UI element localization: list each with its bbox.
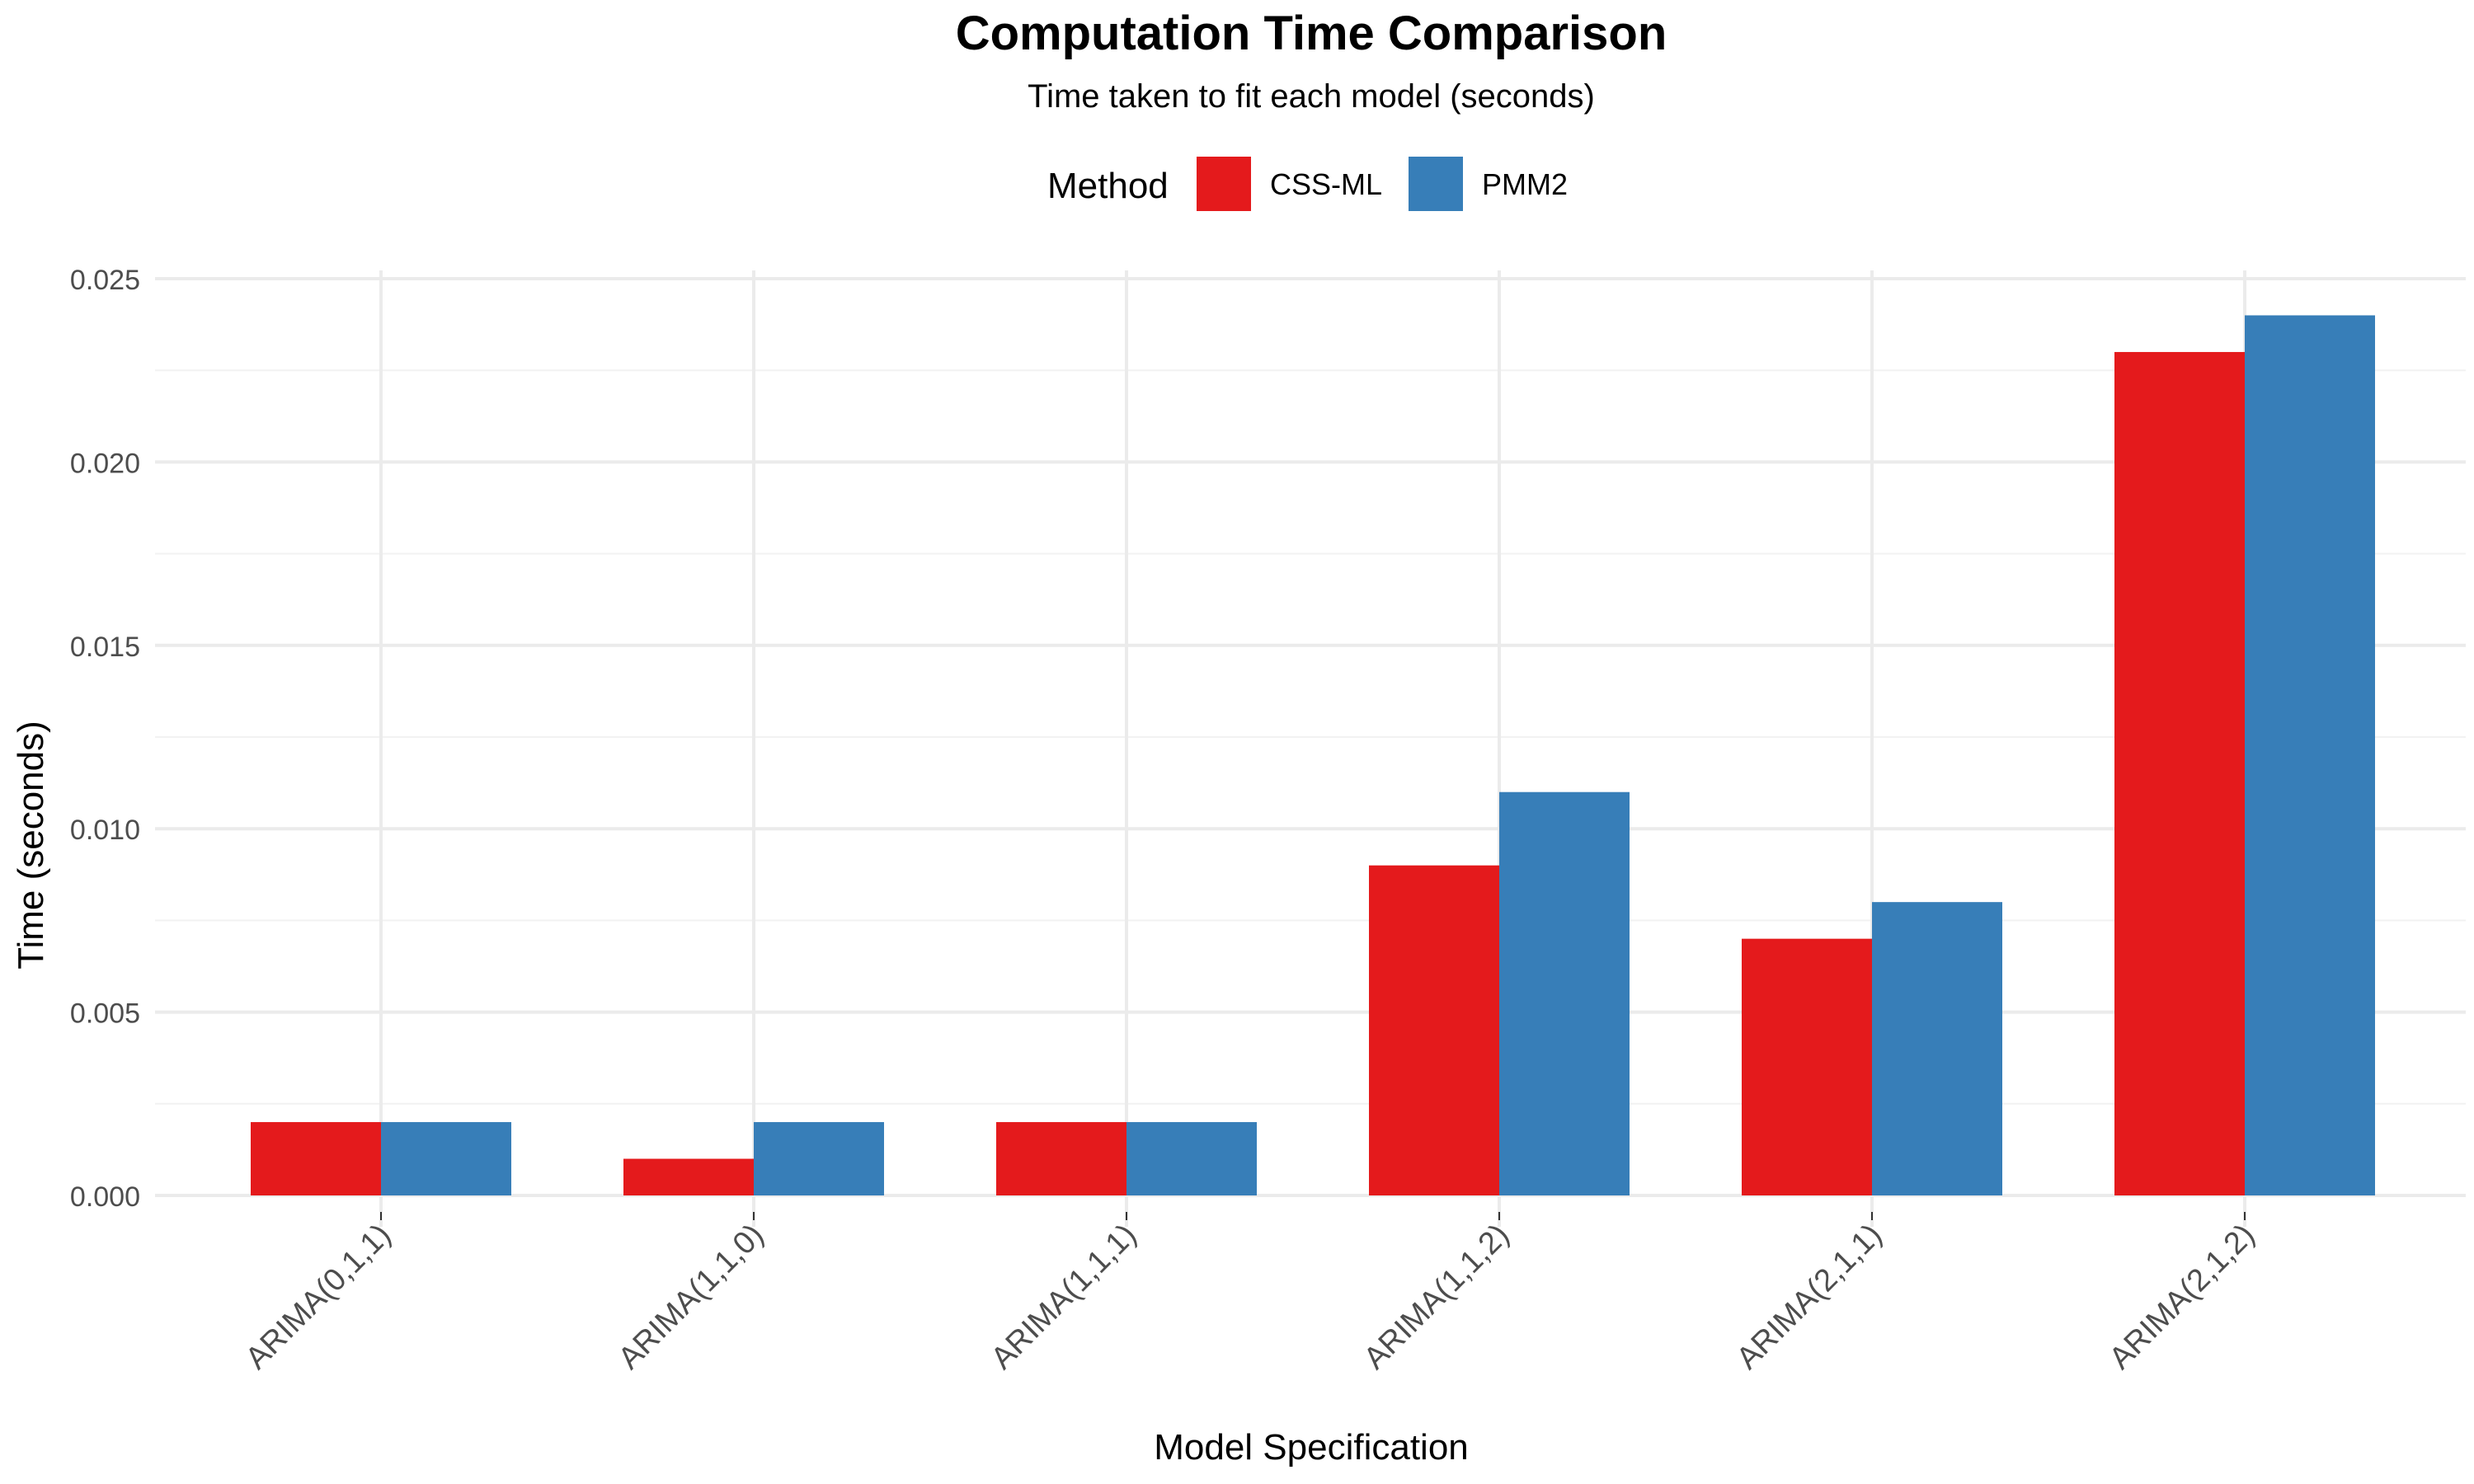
x-tick-label: ARIMA(2,1,1) [1730, 1218, 1888, 1376]
y-axis-title: Time (seconds) [11, 721, 51, 970]
y-tick-label: 0.020 [70, 448, 140, 479]
y-tick-label: 0.005 [70, 998, 140, 1030]
x-axis-title: Model Specification [1154, 1427, 1469, 1468]
x-tick-label: ARIMA(2,1,2) [2103, 1218, 2261, 1376]
y-axis-ticks: 0.000 0.005 0.010 0.015 0.020 0.025 [70, 265, 140, 1213]
legend-swatch-css-ml [1197, 157, 1251, 211]
chart-title: Computation Time Comparison [956, 7, 1667, 60]
y-tick-label: 0.000 [70, 1181, 140, 1213]
x-tick-label: ARIMA(1,1,1) [985, 1218, 1143, 1376]
y-tick-label: 0.025 [70, 265, 140, 296]
bar-css-ml-3 [996, 1122, 1126, 1195]
bar-pmm2-6 [2245, 315, 2375, 1196]
legend: Method CSS-ML PMM2 [1047, 157, 1568, 211]
bars [251, 315, 2375, 1196]
x-tick-label: ARIMA(1,1,2) [1357, 1218, 1516, 1376]
legend-title: Method [1047, 166, 1169, 206]
y-tick-label: 0.010 [70, 815, 140, 846]
legend-label-css-ml: CSS-ML [1270, 167, 1382, 201]
x-axis-ticks: ARIMA(0,1,1) ARIMA(1,1,0) ARIMA(1,1,1) ARIM… [239, 1212, 2261, 1376]
y-tick-label: 0.015 [70, 632, 140, 663]
legend-label-pmm2: PMM2 [1482, 167, 1568, 201]
bar-css-ml-1 [251, 1122, 381, 1195]
bar-pmm2-4 [1499, 791, 1630, 1195]
bar-pmm2-1 [381, 1122, 511, 1195]
x-tick-label: ARIMA(1,1,0) [612, 1218, 770, 1376]
bar-css-ml-5 [1742, 938, 1872, 1195]
bar-pmm2-3 [1126, 1122, 1257, 1195]
bar-css-ml-4 [1369, 865, 1499, 1195]
legend-swatch-pmm2 [1409, 157, 1463, 211]
bar-pmm2-2 [754, 1122, 884, 1195]
bar-css-ml-2 [623, 1158, 754, 1195]
bar-css-ml-6 [2114, 351, 2245, 1196]
chart-subtitle: Time taken to fit each model (seconds) [1028, 78, 1595, 115]
x-tick-label: ARIMA(0,1,1) [239, 1218, 397, 1376]
bar-pmm2-5 [1872, 902, 2002, 1195]
grid-lines [155, 270, 2466, 1227]
